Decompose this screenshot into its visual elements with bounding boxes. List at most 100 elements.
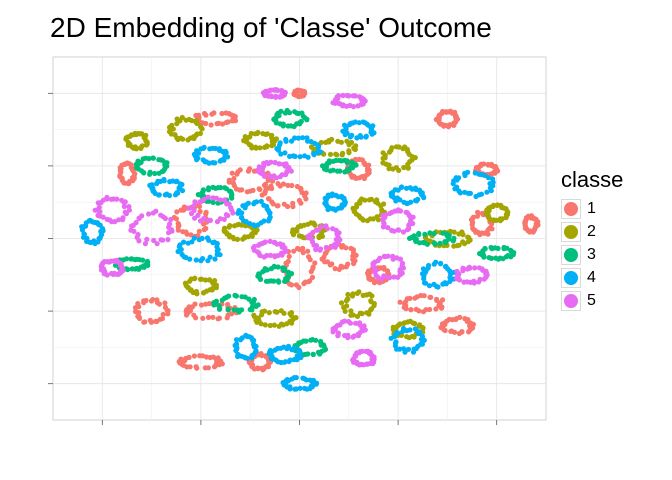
data-point [125, 142, 131, 148]
legend-key [561, 221, 581, 242]
data-point [358, 134, 364, 140]
series-2 [123, 114, 511, 341]
data-point [203, 301, 209, 307]
data-point [472, 265, 478, 271]
data-point [397, 299, 403, 305]
data-point [280, 265, 286, 271]
data-point [206, 198, 212, 204]
data-point [186, 116, 192, 123]
data-point [198, 302, 205, 308]
data-point [259, 365, 265, 371]
data-point [442, 327, 448, 334]
data-point [298, 118, 304, 125]
data-point [160, 214, 166, 220]
legend-dot [564, 201, 578, 216]
data-point [259, 192, 265, 198]
data-point [330, 226, 336, 232]
data-point [210, 314, 216, 320]
data-point [225, 307, 231, 313]
data-point [229, 311, 235, 317]
data-point [209, 285, 216, 292]
data-point [131, 228, 137, 234]
data-point [290, 232, 297, 238]
data-point [214, 357, 220, 363]
legend-items: 1 2 3 4 5 [561, 197, 623, 312]
data-point [357, 320, 363, 326]
data-point [356, 120, 362, 126]
data-point [217, 197, 224, 203]
data-point [216, 146, 222, 152]
data-point [393, 144, 399, 150]
data-point [423, 280, 429, 286]
data-point [460, 268, 466, 274]
data-point [440, 297, 446, 303]
data-point [195, 192, 201, 198]
cluster-class-2 [422, 228, 473, 249]
data-point [254, 319, 260, 325]
data-point [381, 273, 387, 279]
cluster-class-1 [176, 353, 225, 371]
data-point [194, 291, 200, 297]
data-point [239, 187, 245, 193]
data-point [349, 293, 356, 299]
data-point [239, 307, 245, 313]
data-point [374, 214, 380, 220]
data-point [154, 181, 160, 187]
data-point [196, 237, 202, 243]
data-point [294, 183, 300, 190]
data-point [234, 222, 240, 228]
data-point [301, 92, 307, 98]
data-point [374, 197, 380, 203]
data-point [121, 203, 127, 210]
data-point [104, 272, 110, 278]
data-point [242, 205, 248, 211]
legend-item-2: 2 [561, 220, 623, 243]
data-point [330, 167, 336, 173]
data-point [223, 110, 229, 116]
data-point [351, 208, 357, 214]
cluster-class-2 [123, 130, 150, 152]
data-point [118, 175, 125, 181]
cluster-class-3 [133, 155, 170, 177]
data-point [218, 358, 224, 364]
data-point [255, 242, 262, 248]
data-point [403, 185, 410, 191]
data-point [166, 192, 173, 199]
data-point [234, 171, 240, 177]
cluster-class-2 [251, 308, 299, 329]
data-point [185, 240, 191, 246]
data-point [126, 204, 132, 210]
data-point [399, 260, 406, 266]
data-point [211, 302, 217, 308]
data-point [152, 170, 158, 177]
data-point [346, 318, 352, 325]
legend-dot [564, 224, 578, 239]
data-point [119, 197, 125, 203]
data-point [409, 157, 415, 163]
data-point [217, 252, 223, 258]
data-point [438, 324, 444, 331]
data-point [218, 157, 224, 163]
data-point [186, 205, 192, 211]
data-point [318, 338, 324, 345]
data-point [370, 216, 376, 222]
legend-label: 4 [587, 268, 596, 286]
cluster-class-4 [340, 119, 377, 141]
legend-title: classe [561, 167, 624, 192]
data-point [462, 172, 468, 179]
data-point [174, 116, 180, 122]
data-point [347, 122, 353, 128]
data-point [136, 215, 142, 221]
data-point [340, 150, 346, 156]
data-point [258, 321, 264, 327]
data-point [291, 248, 297, 254]
data-point [424, 241, 430, 247]
data-point [313, 246, 319, 253]
legend-item-1: 1 [561, 197, 623, 220]
data-point [289, 138, 295, 144]
legend-item-5: 5 [561, 289, 623, 312]
data-point [150, 210, 156, 216]
data-point [233, 347, 239, 354]
data-point [300, 375, 306, 381]
data-point [197, 353, 203, 359]
